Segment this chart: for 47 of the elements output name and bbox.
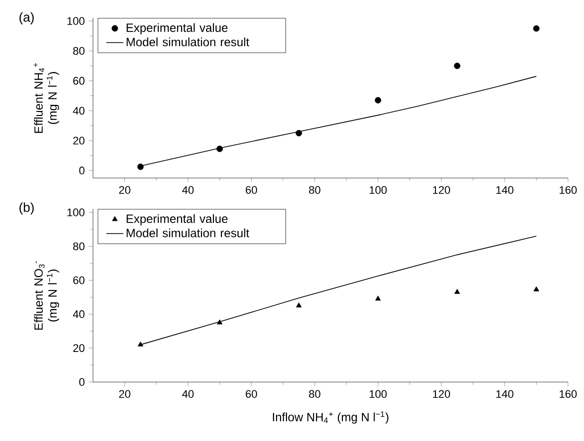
- point: [138, 342, 144, 346]
- text: (b): [19, 202, 34, 215]
- point: [454, 62, 460, 70]
- x-tick-label: 40: [182, 390, 194, 398]
- point: [375, 296, 381, 301]
- x-tick-label: 80: [309, 390, 320, 398]
- point: [454, 288, 460, 294]
- x-tick-label: 160: [560, 186, 577, 194]
- x-tick-label: 120: [433, 186, 450, 194]
- x-tick-label: 100: [370, 186, 387, 194]
- x-tick-label: 100: [370, 390, 387, 398]
- y-tick-label: 20: [73, 136, 84, 144]
- point: [296, 302, 302, 308]
- point: [533, 25, 540, 32]
- point: [216, 146, 223, 152]
- y-tick-label: 80: [73, 47, 84, 55]
- x-tick-label: 140: [496, 390, 514, 398]
- y-tick-label: 0: [79, 166, 84, 174]
- x-tick-label: 60: [246, 186, 257, 194]
- y-tick-label: 20: [73, 344, 84, 352]
- point: [216, 319, 222, 324]
- legend-label: Experimental value: [126, 214, 228, 226]
- x-tick-label: 20: [119, 186, 130, 194]
- y-tick-label: 100: [67, 17, 84, 25]
- y-tick-label: 80: [73, 242, 84, 250]
- point: [374, 97, 382, 104]
- legend-label: Model simulation result: [126, 37, 250, 46]
- x-tick-label: 80: [309, 186, 320, 194]
- legend-label: Model simulation result: [126, 228, 250, 238]
- y-tick-label: 60: [73, 76, 84, 85]
- point: [137, 164, 144, 170]
- y-tick-label: 60: [73, 276, 84, 284]
- y-tick-label: 0: [79, 378, 84, 386]
- point: [296, 130, 302, 136]
- x-tick-label: 160: [560, 390, 577, 398]
- x-tick-label: 20: [119, 390, 130, 398]
- x-tick-label: 140: [496, 186, 514, 194]
- x-tick-label: 40: [182, 186, 194, 194]
- point: [534, 286, 540, 292]
- y-tick-label: 40: [72, 310, 84, 318]
- text: (a): [19, 12, 34, 24]
- y-tick-label: 100: [67, 208, 84, 216]
- x-tick-label: 60: [246, 390, 257, 398]
- legend-label: Experimental value: [126, 23, 228, 34]
- y-tick-label: 40: [72, 106, 84, 115]
- x-axis-title: Inflow NH$_{4}$$^{+}$ (mg N l$^{−1}$): [272, 411, 388, 424]
- x-tick-label: 120: [433, 390, 450, 398]
